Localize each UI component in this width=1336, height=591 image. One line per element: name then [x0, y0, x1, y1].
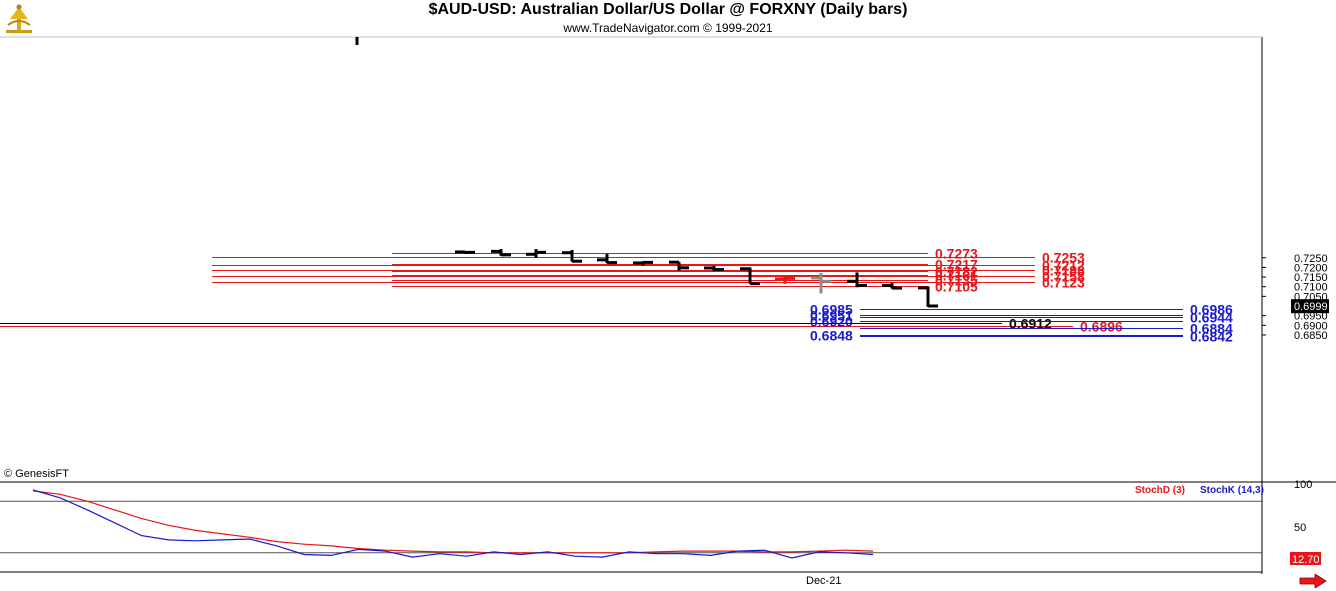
price-tick-label: 0.6900	[1294, 320, 1328, 332]
ohlc-bar	[597, 253, 617, 265]
price-tick-label: 0.7100	[1294, 282, 1328, 294]
level-label: 0.7105	[935, 279, 978, 295]
price-panel: 0.72500.72000.71500.71000.70500.69990.69…	[0, 36, 1336, 574]
ohlc-bar	[633, 260, 653, 266]
ohlc-bar	[847, 272, 867, 288]
ohlc-bar	[882, 282, 902, 290]
ohlc-bar	[811, 272, 831, 294]
level-label: 0.7217	[935, 257, 978, 273]
scroll-right-arrow-icon[interactable]	[1299, 574, 1327, 588]
osc-last-value-box	[1290, 552, 1321, 565]
price-tick-label: 0.6950	[1294, 311, 1328, 323]
x-axis-date-label: Dec-21	[806, 575, 841, 587]
level-label: 0.6951	[810, 308, 853, 324]
stochastic-panel: 100 50 12.70 StochD (3) StochK (14,3) Dec-21	[0, 479, 1321, 587]
price-tick-label: 0.7150	[1294, 272, 1328, 284]
chart-title: $AUD-USD: Australian Dollar/US Dollar @ …	[428, 1, 908, 18]
level-label: 0.7188	[1042, 263, 1085, 279]
level-label: 0.7158	[1042, 269, 1085, 285]
ohlc-bar	[918, 286, 938, 308]
level-label: 0.6912	[1009, 316, 1052, 332]
legend-stochd: StochD (3)	[1135, 485, 1185, 496]
level-label: 0.7161	[935, 268, 978, 284]
osc-tick-label: 100	[1294, 479, 1312, 491]
level-label: 0.7135	[935, 273, 978, 289]
ohlc-bar	[669, 260, 689, 271]
bull-logo-icon	[6, 4, 32, 33]
ohlc-bar	[562, 250, 582, 263]
ohlc-bar	[455, 250, 475, 254]
price-tick-label: 0.7200	[1294, 262, 1328, 274]
level-label: 0.6920	[810, 314, 853, 330]
level-label: 0.6848	[810, 328, 853, 344]
ohlc-bar	[704, 265, 724, 272]
level-label: 0.6986	[1190, 302, 1233, 318]
level-label: 0.6985	[810, 302, 853, 318]
osc-series-line	[32, 490, 874, 554]
osc-last-value-label: 12.70	[1292, 554, 1320, 566]
level-label: 0.6884	[1190, 321, 1233, 337]
ohlc-bar	[526, 249, 546, 258]
level-label: 0.7212	[1042, 258, 1085, 274]
level-label: 0.7253	[1042, 250, 1085, 266]
level-label: 0.7182	[935, 264, 978, 280]
ohlc-bar	[775, 275, 795, 284]
legend-stochk: StochK (14,3)	[1200, 485, 1264, 496]
copyright-label: © GenesisFT	[4, 468, 69, 480]
price-tick-label: 0.6850	[1294, 330, 1328, 342]
last-price-label: 0.6999	[1294, 301, 1328, 313]
ohlc-bar	[491, 249, 511, 257]
last-price-box	[1291, 299, 1329, 314]
ohlc-bar	[740, 267, 760, 286]
chart-subtitle: www.TradeNavigator.com © 1999-2021	[563, 21, 773, 35]
level-label: 0.6842	[1190, 329, 1233, 345]
level-label: 0.6896	[1080, 319, 1123, 335]
osc-tick-label: 50	[1294, 522, 1306, 534]
price-tick-label: 0.7250	[1294, 253, 1328, 265]
level-label: 0.7123	[1042, 275, 1085, 291]
osc-series-line	[32, 489, 874, 559]
level-label: 0.6944	[1190, 310, 1233, 326]
